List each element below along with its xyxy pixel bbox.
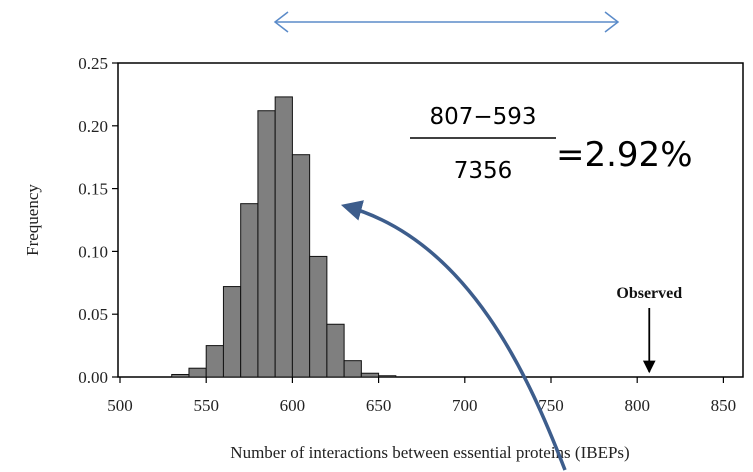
y-tick-label: 0.25 <box>78 54 108 73</box>
pointer-arrow <box>340 200 567 471</box>
histogram-bar <box>257 110 276 378</box>
observed-annotation: Observed <box>616 285 682 374</box>
x-tick-label: 550 <box>193 396 219 415</box>
bars-group <box>171 96 397 378</box>
histogram-bar <box>171 373 190 378</box>
x-tick-label: 800 <box>624 396 650 415</box>
observed-label: Observed <box>616 285 682 302</box>
x-tick-label: 850 <box>711 396 737 415</box>
histogram-bar <box>326 323 345 378</box>
histogram-bar <box>360 372 380 378</box>
y-tick-label: 0.15 <box>78 180 108 199</box>
histogram-bar <box>205 345 224 378</box>
histogram-bar <box>222 286 242 378</box>
formula-denominator: 7356 <box>454 158 513 184</box>
formula: 807−593 7356 =2.92% <box>410 104 693 184</box>
x-tick-label: 500 <box>107 396 133 415</box>
y-axis: 0.00 0.05 0.10 0.15 0.20 0.25 <box>78 54 118 387</box>
histogram-bar <box>291 154 311 378</box>
x-axis: 500 550 600 650 700 750 800 850 <box>107 377 736 415</box>
x-tick-label: 750 <box>538 396 564 415</box>
y-tick-label: 0.10 <box>78 242 108 261</box>
histogram-bar <box>188 367 207 378</box>
y-tick-label: 0.05 <box>78 305 108 324</box>
histogram-bar <box>343 360 362 378</box>
x-tick-label: 650 <box>366 396 392 415</box>
histogram-bar <box>240 203 259 378</box>
y-tick-label: 0.00 <box>78 368 108 387</box>
y-axis-label: Frequency <box>23 184 42 256</box>
formula-numerator: 807−593 <box>429 104 536 130</box>
x-tick-label: 600 <box>280 396 306 415</box>
histogram-bar <box>309 255 328 378</box>
double-arrow <box>273 11 620 33</box>
x-tick-label: 700 <box>452 396 478 415</box>
histogram-bar <box>274 96 293 378</box>
formula-result: =2.92% <box>556 135 693 175</box>
plot-frame <box>117 62 744 378</box>
histogram-bar <box>378 375 397 378</box>
x-axis-label: Number of interactions between essential… <box>230 443 629 462</box>
y-tick-label: 0.20 <box>78 117 108 136</box>
